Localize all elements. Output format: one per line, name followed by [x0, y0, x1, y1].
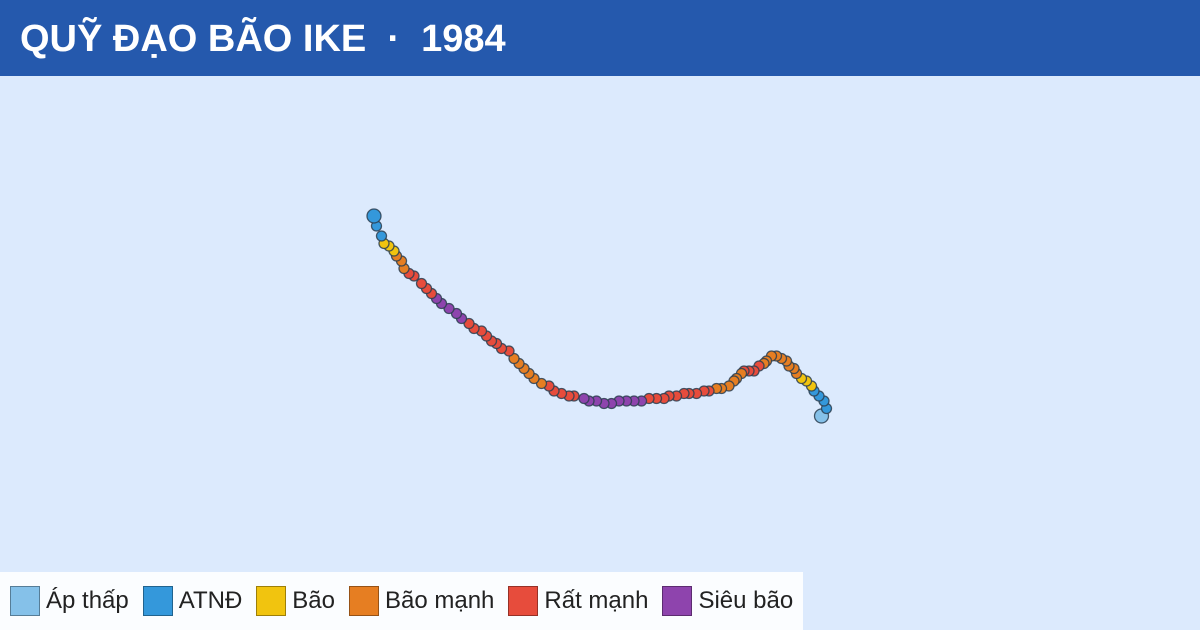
legend-swatch [10, 586, 40, 616]
legend-swatch [349, 586, 379, 616]
track-point [415, 277, 428, 290]
legend-label: Áp thấp [46, 587, 129, 614]
title: QUỸ ĐẠO BÃO IKE · 1984 [20, 18, 506, 60]
legend-item: ATNĐ [142, 586, 243, 616]
map [366, 208, 833, 424]
legend-label: Bão mạnh [385, 587, 495, 614]
legend-item: Áp thấp [10, 586, 129, 616]
legend-swatch [508, 586, 539, 616]
legend: Áp thấp ATNĐ Bão Bão mạnh Rất mạnh Siêu bão [0, 572, 804, 630]
legend-label: Siêu bão [698, 587, 794, 614]
legend-item: Bão mạnh [349, 586, 494, 616]
header: QUỸ ĐẠO BÃO IKE · 1984 [0, 0, 1200, 76]
track-point [578, 392, 590, 405]
legend-label: Rất mạnh [544, 587, 649, 614]
legend-label: ATNĐ [178, 587, 243, 614]
track-point [375, 230, 388, 242]
legend-swatch [662, 586, 693, 616]
track-point [366, 208, 382, 224]
legend-swatch [256, 586, 287, 616]
legend-label: Bão [292, 587, 335, 614]
legend-item: Siêu bão [662, 586, 793, 616]
legend-item: Rất mạnh [508, 586, 648, 616]
legend-swatch [142, 586, 173, 616]
legend-item: Bão [256, 586, 335, 616]
